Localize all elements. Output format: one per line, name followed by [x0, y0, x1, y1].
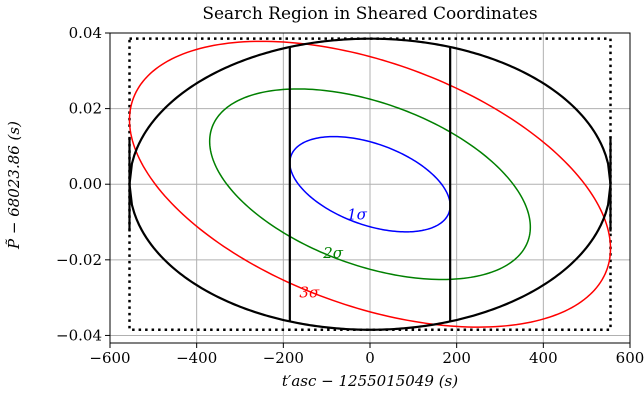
y-tick-label: 0.00	[69, 175, 102, 193]
chart-title: Search Region in Sheared Coordinates	[202, 4, 538, 24]
y-axis-label: P̃ − 68023.86 (s)	[5, 121, 23, 249]
x-tick-label: −200	[263, 349, 304, 367]
sigma-ellipse-3	[128, 40, 612, 328]
sigma-label-1: 1σ	[347, 205, 368, 223]
y-tick-label: −0.02	[56, 251, 102, 269]
x-axis-label: t′asc − 1255015049 (s)	[281, 372, 459, 390]
sigma-label-2: 2σ	[322, 244, 344, 262]
x-tick-label: 400	[529, 349, 558, 367]
sigma-label-3: 3σ	[299, 284, 320, 302]
sigma-labels: 1σ 2σ 3σ	[299, 205, 367, 301]
search-region-bottom-arc	[128, 184, 612, 331]
x-tick-label: 200	[442, 349, 471, 367]
y-tick-label: −0.04	[56, 326, 102, 344]
y-tick-label: 0.04	[69, 24, 102, 42]
y-tick-label: 0.02	[69, 100, 102, 118]
search-region-top-arc	[128, 37, 612, 185]
plot-data	[128, 37, 612, 332]
x-tick-label: −400	[176, 349, 217, 367]
axis-ticks: −600 −400 −200 0 200 400 600 −0.04 −0.02 0.00 0.02…	[56, 24, 644, 367]
x-tick-label: −600	[89, 349, 130, 367]
grid	[109, 32, 631, 343]
x-tick-label: 0	[365, 349, 375, 367]
x-tick-label: 600	[616, 349, 644, 367]
